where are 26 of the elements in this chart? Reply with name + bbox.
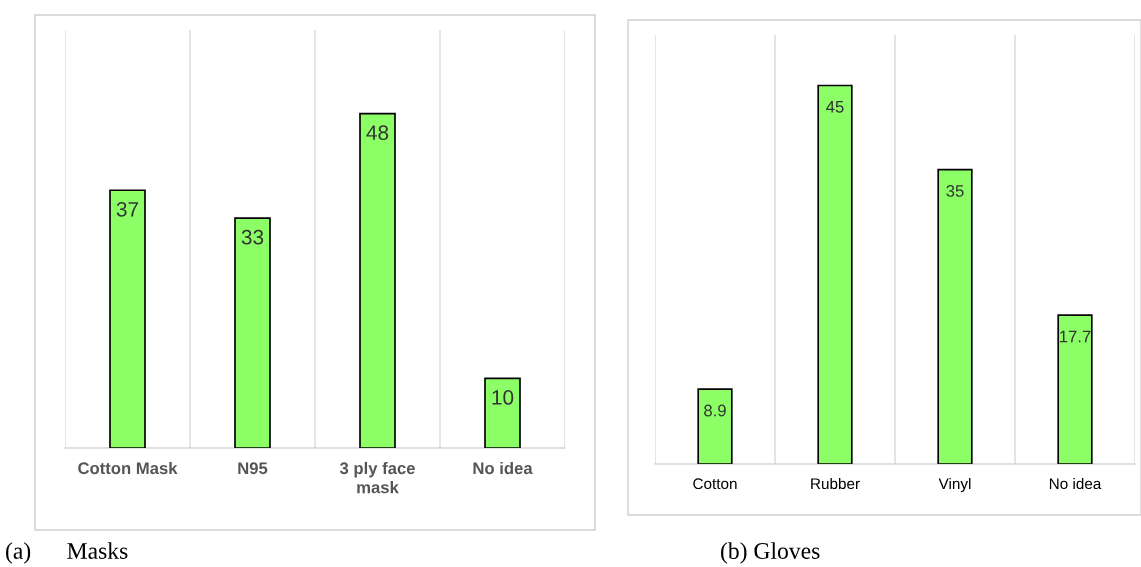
data-label: 37 bbox=[116, 201, 139, 217]
x-tick-label: 3 ply face mask bbox=[339, 461, 415, 494]
x-tick-label: Cotton Mask bbox=[78, 461, 178, 475]
x-tick-label: No idea bbox=[1049, 477, 1102, 490]
data-label: 45 bbox=[826, 101, 844, 113]
data-label: 35 bbox=[946, 185, 964, 197]
x-tick-label: Cotton bbox=[693, 478, 737, 490]
bar bbox=[359, 112, 396, 448]
data-label: 33 bbox=[241, 229, 264, 245]
text: (a) Masks bbox=[6, 542, 128, 564]
bar bbox=[937, 168, 973, 464]
x-tick-label: N95 bbox=[238, 462, 268, 475]
bar bbox=[697, 388, 733, 464]
bar bbox=[109, 189, 146, 448]
x-tick-label: Rubber bbox=[811, 477, 860, 490]
data-label: 10 bbox=[492, 390, 514, 405]
x-tick-label: Vinyl bbox=[938, 477, 971, 493]
data-label: 8.9 bbox=[704, 404, 726, 417]
bar bbox=[1057, 314, 1093, 464]
data-label: 17.7 bbox=[1060, 330, 1091, 343]
data-label: 48 bbox=[366, 125, 389, 141]
bar bbox=[484, 377, 521, 448]
bar bbox=[817, 84, 853, 464]
x-tick-label: No idea bbox=[473, 461, 533, 475]
bar bbox=[234, 217, 271, 448]
text: (b) Gloves bbox=[721, 542, 820, 564]
